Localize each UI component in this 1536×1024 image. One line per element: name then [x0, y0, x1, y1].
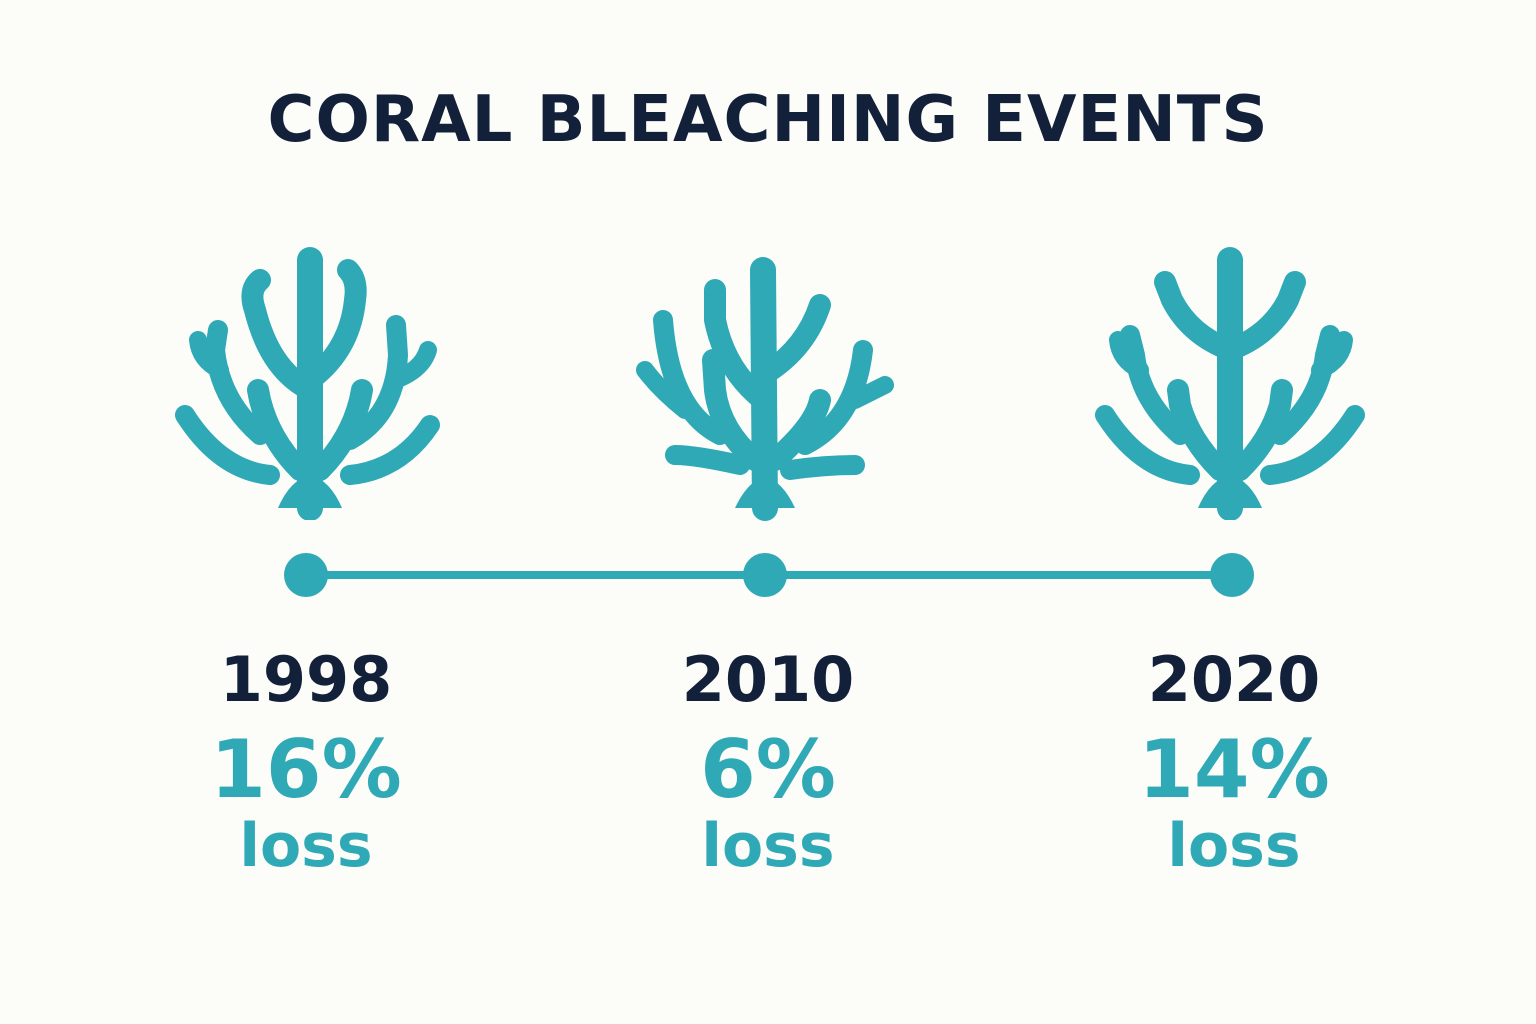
event-percent: 6%: [700, 723, 836, 816]
event-year: 1998: [219, 643, 393, 716]
event-2020: 2020 14% loss: [1074, 643, 1394, 881]
event-label: loss: [239, 811, 373, 881]
event-percent: 16%: [210, 723, 402, 816]
timeline: [0, 540, 1536, 610]
coral-icon: [160, 240, 460, 520]
event-1998: 1998 16% loss: [146, 643, 466, 881]
page-title: CORAL BLEACHING EVENTS: [267, 83, 1269, 157]
event-label: loss: [1167, 811, 1301, 881]
coral-icon: [615, 250, 915, 530]
event-percent: 14%: [1138, 723, 1330, 816]
event-2010: 2010 6% loss: [608, 643, 928, 881]
event-label: loss: [701, 811, 835, 881]
coral-icon: [1080, 240, 1380, 520]
event-year: 2020: [1147, 643, 1321, 716]
event-year: 2010: [681, 643, 855, 716]
